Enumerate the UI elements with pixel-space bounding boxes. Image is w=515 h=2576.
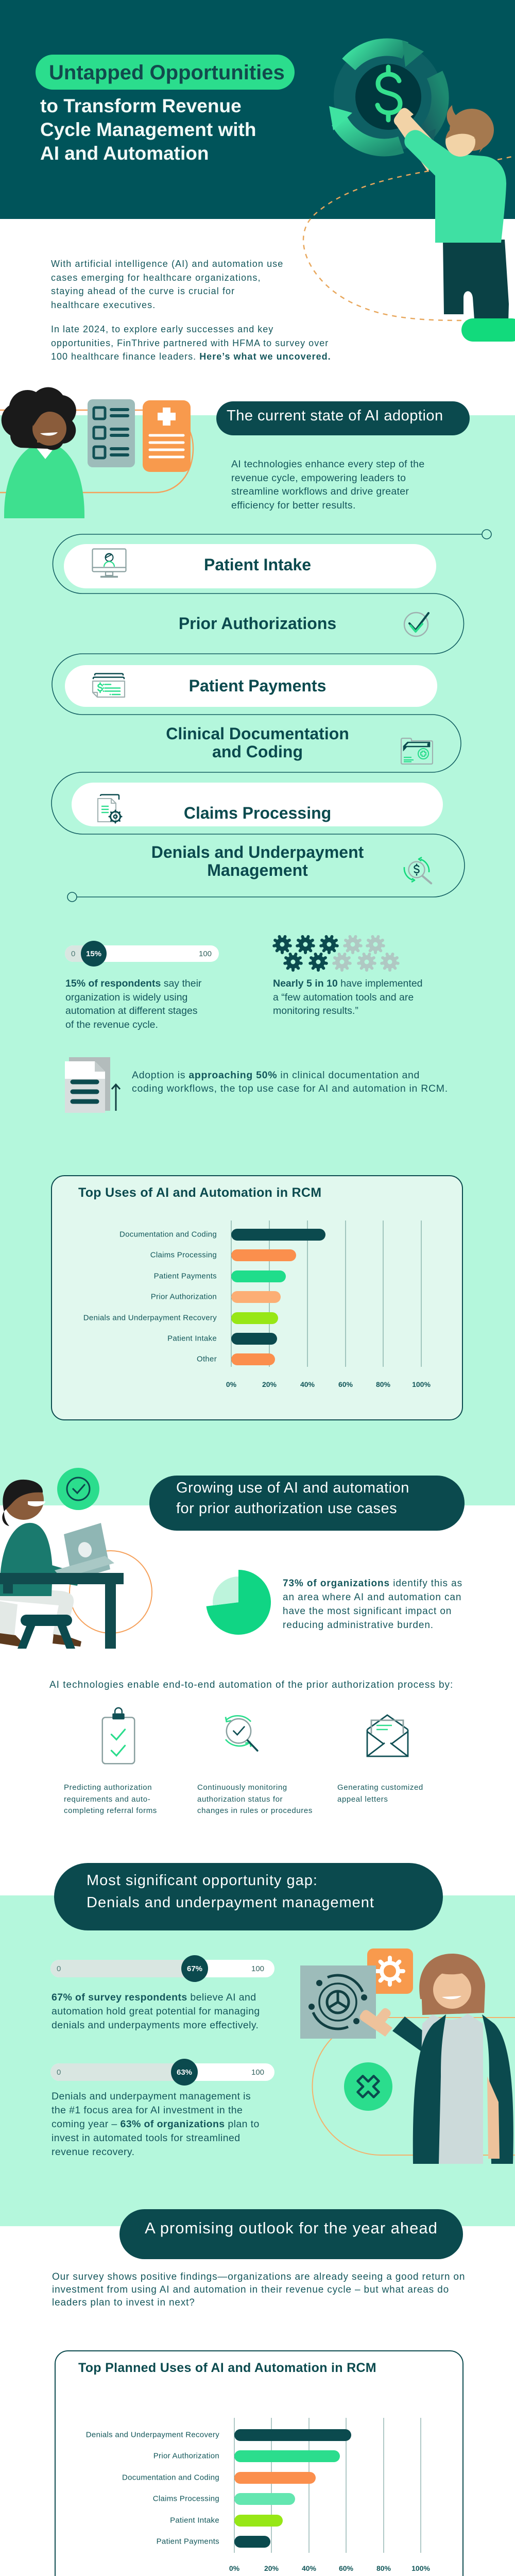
svg-text:Patient Payments: Patient Payments xyxy=(157,2537,219,2546)
svg-text:Documentation and Coding: Documentation and Coding xyxy=(122,2473,219,2482)
svg-text:100%: 100% xyxy=(411,2564,430,2572)
svg-text:0%: 0% xyxy=(226,1380,237,1388)
svg-text:60%: 60% xyxy=(338,1380,353,1388)
svg-text:40%: 40% xyxy=(302,2564,317,2572)
svg-text:Claims Processing: Claims Processing xyxy=(153,2495,219,2503)
svg-text:Patient Intake: Patient Intake xyxy=(170,2516,219,2525)
svg-text:60%: 60% xyxy=(339,2564,354,2572)
svg-text:100%: 100% xyxy=(412,1380,431,1388)
svg-text:20%: 20% xyxy=(262,1380,277,1388)
svg-text:Documentation and Coding: Documentation and Coding xyxy=(119,1230,217,1239)
svg-text:Denials and Underpayment Recov: Denials and Underpayment Recovery xyxy=(86,2431,219,2439)
svg-text:Prior Authorization: Prior Authorization xyxy=(153,2452,219,2461)
svg-text:0%: 0% xyxy=(229,2564,240,2572)
svg-text:40%: 40% xyxy=(300,1380,315,1388)
svg-text:Other: Other xyxy=(197,1355,217,1364)
svg-text:Patient Payments: Patient Payments xyxy=(154,1272,217,1281)
svg-text:Claims Processing: Claims Processing xyxy=(150,1251,217,1260)
svg-text:Patient Intake: Patient Intake xyxy=(167,1334,217,1343)
svg-text:80%: 80% xyxy=(376,1380,391,1388)
svg-text:80%: 80% xyxy=(376,2564,391,2572)
svg-text:Denials and Underpayment Recov: Denials and Underpayment Recovery xyxy=(83,1314,217,1323)
svg-text:Prior Authorization: Prior Authorization xyxy=(151,1293,217,1301)
svg-text:20%: 20% xyxy=(264,2564,279,2572)
